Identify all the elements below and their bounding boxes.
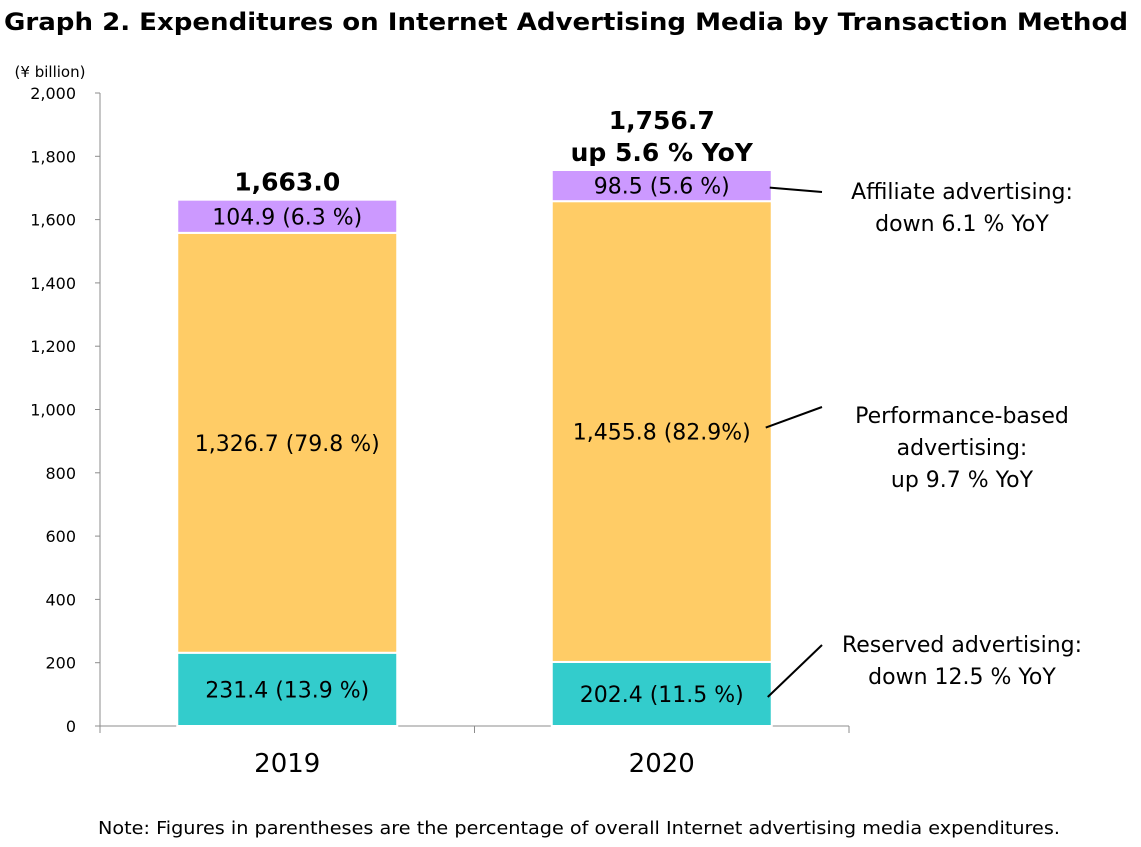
bar-segment-reserved [550, 660, 773, 728]
y-tick-label: 1,000 [30, 401, 76, 420]
y-tick-label: 2,000 [30, 84, 76, 103]
annotation-label: advertising: [897, 436, 1028, 461]
y-tick-label: 1,200 [30, 337, 76, 356]
bar-total-label: 1,756.7 [609, 106, 715, 135]
bar-total-label: up 5.6 % YoY [571, 138, 754, 167]
leader-line [765, 406, 823, 429]
bar-segment-reserved [176, 651, 399, 727]
data-label-reserved: 202.4 (11.5 %) [580, 683, 744, 708]
y-tick-label: 1,800 [30, 147, 76, 166]
annotations: Affiliate advertising: down 6.1 % YoY Perf… [765, 180, 1082, 698]
bar-segment-affiliate [550, 169, 773, 203]
annotation-label: Reserved advertising: [842, 633, 1082, 658]
y-tick-label: 200 [45, 654, 76, 673]
leader-line [767, 644, 823, 698]
annotation-label: up 9.7 % YoY [891, 468, 1034, 493]
x-tick-label: 2020 [629, 749, 695, 779]
data-label-performance: 1,455.8 (82.9%) [573, 421, 751, 446]
data-label-affiliate: 104.9 (6.3 %) [212, 205, 362, 230]
y-tick-label: 600 [45, 527, 76, 546]
y-axis-unit-label: (¥ billion) [15, 63, 86, 81]
axes: 0 200 400 600 800 1,000 1,200 1,400 1,600 1,800 2,… [30, 84, 850, 779]
bar-total-label: 1,663.0 [234, 168, 340, 197]
chart-note: Note: Figures in parentheses are the per… [98, 818, 1060, 839]
y-tick-label: 800 [45, 464, 76, 483]
bar-segment-affiliate [176, 198, 399, 234]
annotation-label: Affiliate advertising: [851, 180, 1073, 205]
x-tick-label: 2019 [254, 749, 320, 779]
y-tick-label: 1,400 [30, 274, 76, 293]
data-label-performance: 1,326.7 (79.8 %) [195, 432, 380, 457]
bar-segment-performance [176, 231, 399, 654]
data-label-reserved: 231.4 (13.9 %) [205, 678, 369, 703]
y-tick-label: 400 [45, 590, 76, 609]
chart-title: Graph 2. Expenditures on Internet Advert… [4, 8, 1128, 36]
data-labels: 231.4 (13.9 %) 1,326.7 (79.8 %) 104.9 (6.3… [195, 106, 754, 708]
y-tick-label: 1,600 [30, 211, 76, 230]
bars [176, 169, 773, 728]
y-tick-label: 0 [66, 717, 76, 736]
annotation-label: down 12.5 % YoY [868, 665, 1056, 690]
annotation-label: down 6.1 % YoY [875, 212, 1049, 237]
data-label-affiliate: 98.5 (5.6 %) [594, 175, 730, 200]
annotation-label: Performance-based [855, 404, 1069, 429]
leader-line [769, 186, 823, 193]
